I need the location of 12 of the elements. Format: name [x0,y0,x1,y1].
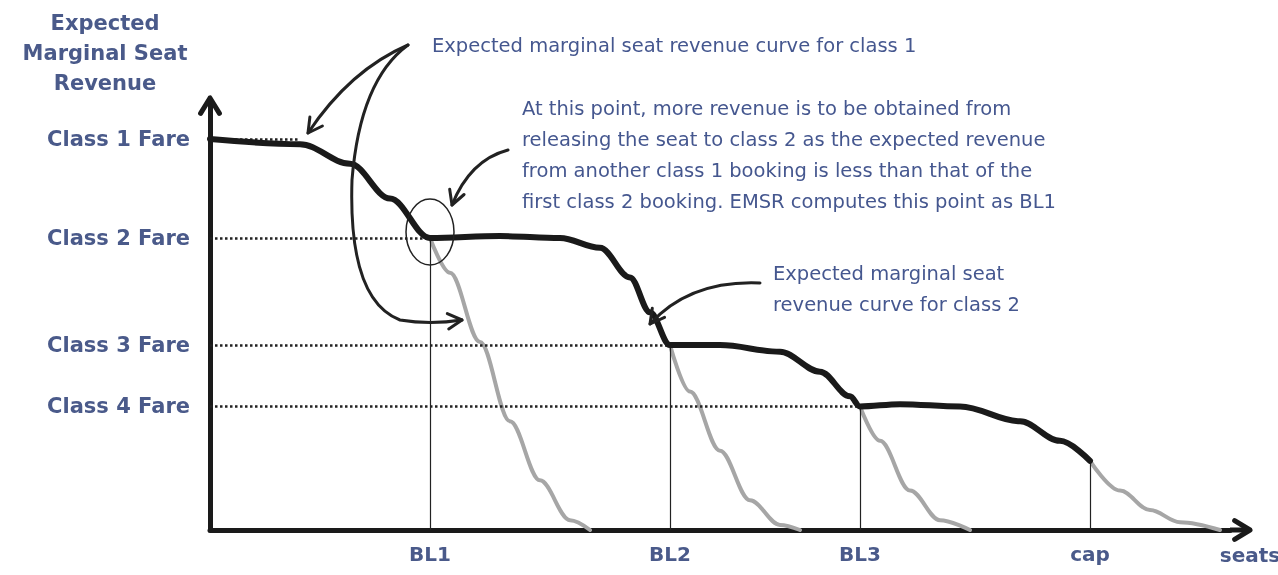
x-tick-label: BL2 [649,542,691,566]
x-tick-label: cap [1070,542,1110,566]
ref-line-label: Class 3 Fare [47,333,190,358]
x-tick-label: BL3 [839,542,881,566]
ref-line-label: Class 4 Fare [47,394,190,419]
ref-line-label: Class 2 Fare [47,225,190,250]
y-axis-title: Expected Marginal Seat Revenue [22,11,188,95]
ref-line-label: Class 1 Fare [47,127,190,152]
annotation: At this point, more revenue is to be obtained from releasing the seat to class 2 as the expected revenue from another class 1 booking is less than that of the first class 2 booking. EMSR computes this point as BL1 [522,97,1056,213]
annotation: Expected marginal seat revenue curve for class 2 [773,262,1020,316]
text: Expected marginal seat revenue curve for class 1 [432,34,917,57]
x-tick-label: BL1 [409,542,451,566]
